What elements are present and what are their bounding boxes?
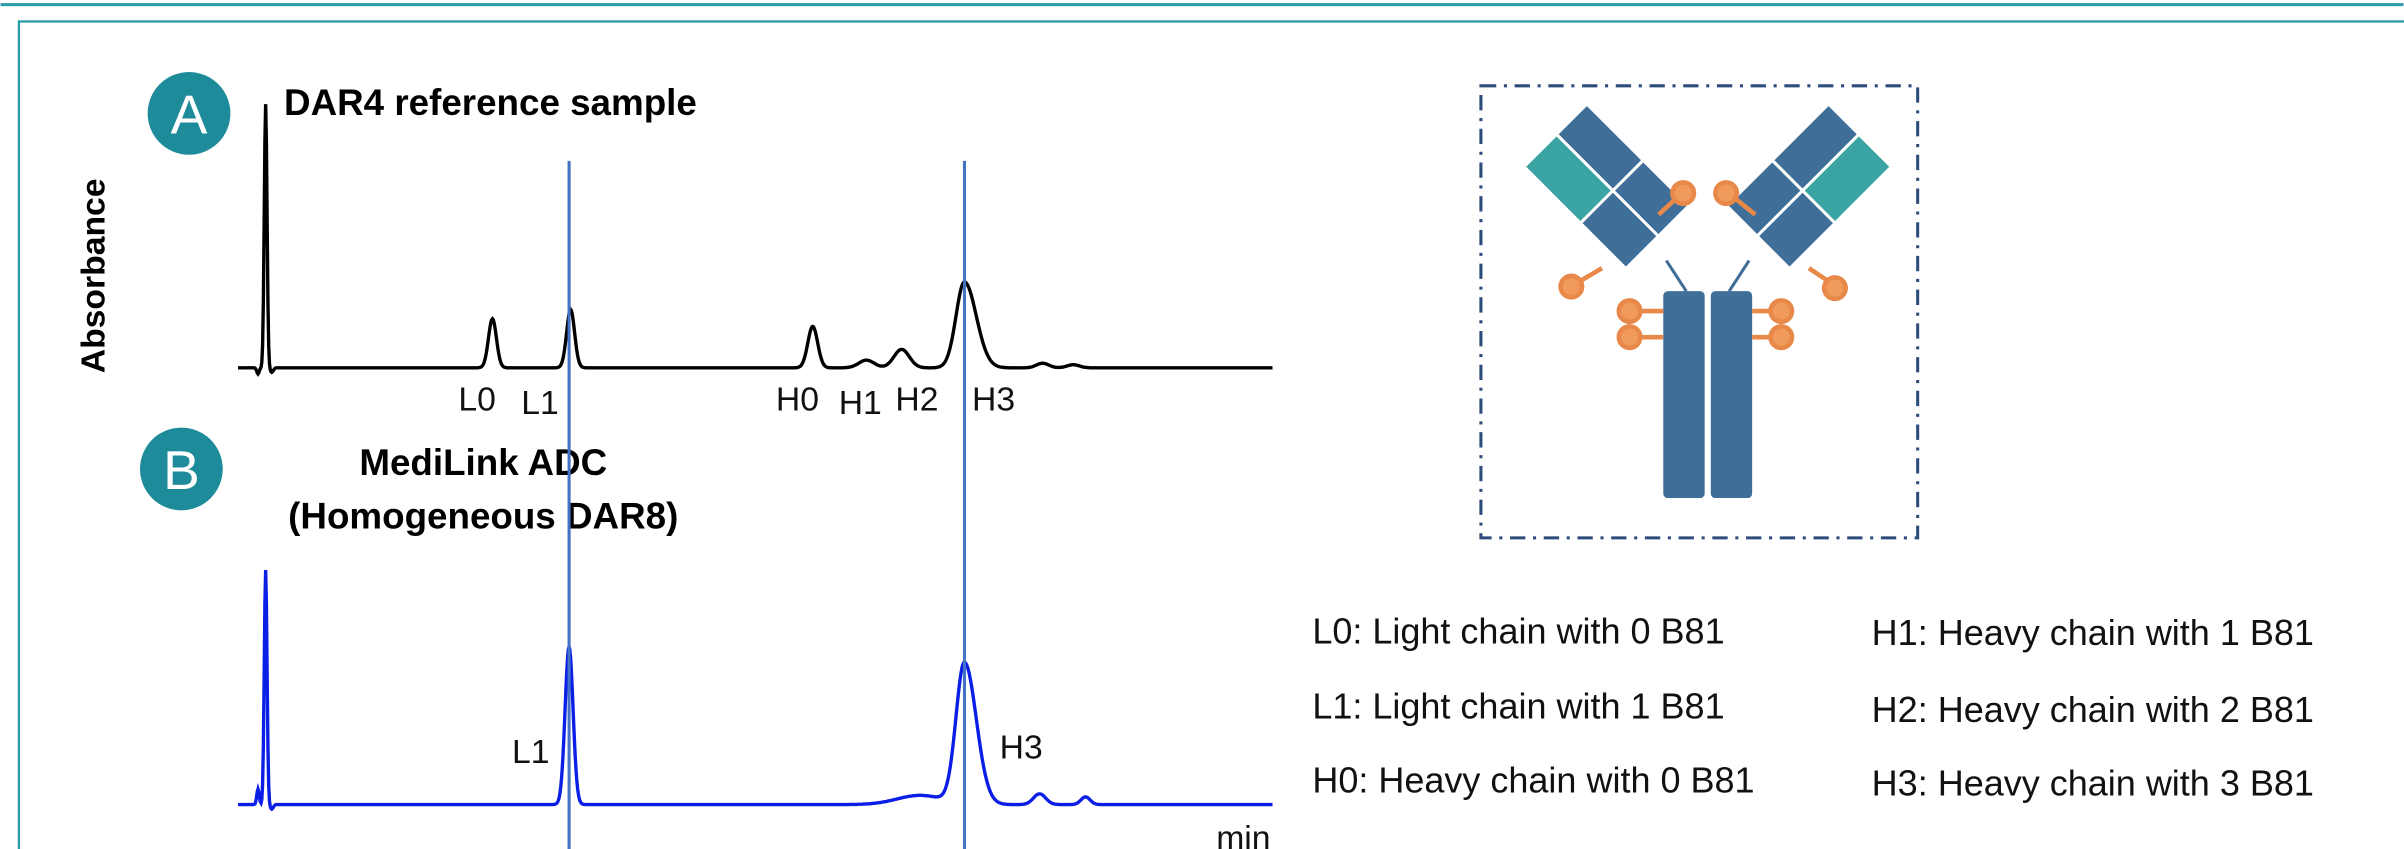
peak-label: L1	[512, 733, 550, 771]
legend-entry: H3: Heavy chain with 3 B81	[1872, 762, 2314, 803]
panel-letter: A	[171, 83, 208, 145]
x-axis-unit: min	[1216, 819, 1270, 849]
legend-entry: H2: Heavy chain with 2 B81	[1872, 689, 2314, 730]
antibody-diagram	[1481, 86, 1918, 538]
peak-label: L1	[521, 384, 559, 422]
legend-entry: L1: Light chain with 1 B81	[1312, 686, 1724, 727]
peak-label: L0	[458, 381, 496, 419]
panel-title: (Homogeneous DAR8)	[288, 496, 678, 537]
peak-label: H0	[776, 381, 819, 419]
panel-title: DAR4 reference sample	[284, 82, 697, 123]
legend-entry: L0: Light chain with 0 B81	[1312, 611, 1724, 652]
panel-letter: B	[163, 439, 200, 501]
legend-entry: H0: Heavy chain with 0 B81	[1312, 759, 1754, 800]
figure: A DAR4 reference sample Absorbance L0 L1…	[0, 0, 2404, 849]
chromatogram-trace	[238, 570, 1272, 809]
peak-label: H3	[1000, 729, 1043, 767]
chromatogram-trace	[238, 104, 1272, 374]
y-axis-label: Absorbance	[75, 178, 113, 373]
peak-label: H1	[839, 384, 882, 422]
peak-label: H2	[895, 381, 938, 419]
legend-entry: H1: Heavy chain with 1 B81	[1872, 612, 2314, 653]
peak-label: H3	[972, 381, 1015, 419]
